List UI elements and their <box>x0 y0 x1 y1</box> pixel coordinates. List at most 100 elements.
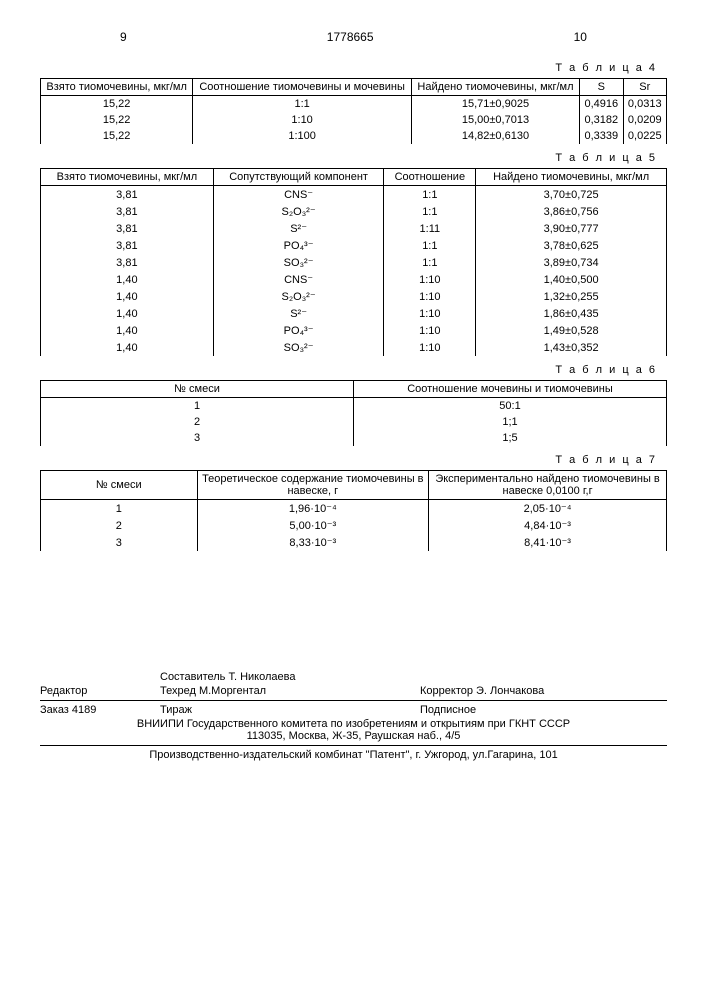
table-row: 3,81S₂O₃²⁻1:13,86±0,756 <box>41 203 667 220</box>
org1: ВНИИПИ Государственного комитета по изоб… <box>40 718 667 730</box>
t5-cell: 3,89±0,734 <box>476 254 667 271</box>
t6-cell: 2 <box>41 414 354 430</box>
t5-cell: 1:10 <box>384 288 476 305</box>
table-row: 1,40PO₄³⁻1:101,49±0,528 <box>41 322 667 339</box>
table-5: Взято тиомочевины, мкг/мл Сопутствующий … <box>40 168 667 356</box>
org2: 113035, Москва, Ж-35, Раушская наб., 4/5 <box>40 730 667 742</box>
table-row: 3,81S²⁻1:113,90±0,777 <box>41 220 667 237</box>
t5-cell: 1:10 <box>384 271 476 288</box>
t7-cell: 8,33·10⁻³ <box>197 534 429 551</box>
t5-cell: S₂O₃²⁻ <box>213 288 384 305</box>
t5-cell: CNS⁻ <box>213 186 384 204</box>
t4-cell: 15,22 <box>41 96 193 113</box>
t7-cell: 1 <box>41 500 198 518</box>
t4-cell: 15,71±0,9025 <box>411 96 579 113</box>
t5-cell: S²⁻ <box>213 220 384 237</box>
t4-cell: 1:10 <box>193 112 412 128</box>
t5-cell: CNS⁻ <box>213 271 384 288</box>
caption-table-4: Т а б л и ц а 4 <box>40 62 657 74</box>
t5-cell: 1:10 <box>384 339 476 356</box>
t7-cell: 5,00·10⁻³ <box>197 517 429 534</box>
t6-cell: 1;5 <box>354 430 667 446</box>
t5-cell: 1,49±0,528 <box>476 322 667 339</box>
table-row: 3,81CNS⁻1:13,70±0,725 <box>41 186 667 204</box>
t4-cell: 0,4916 <box>580 96 623 113</box>
page-center: 1778665 <box>327 30 374 44</box>
t4-h0: Взято тиомочевины, мкг/мл <box>41 79 193 96</box>
podpisnoe: Подписное <box>420 704 667 716</box>
table-4: Взято тиомочевины, мкг/мл Соотношение ти… <box>40 78 667 144</box>
t5-cell: SO₃²⁻ <box>213 254 384 271</box>
t5-cell: 1,40 <box>41 339 214 356</box>
credits-block: Составитель Т. Николаева Редактор Техред… <box>40 671 667 761</box>
table-row: 38,33·10⁻³8,41·10⁻³ <box>41 534 667 551</box>
t7-cell: 1,96·10⁻⁴ <box>197 500 429 518</box>
table-row: 1,40SO₃²⁻1:101,43±0,352 <box>41 339 667 356</box>
t4-cell: 15,22 <box>41 128 193 144</box>
t4-cell: 15,00±0,7013 <box>411 112 579 128</box>
t5-cell: PO₄³⁻ <box>213 237 384 254</box>
t4-cell: 1:100 <box>193 128 412 144</box>
caption-table-6: Т а б л и ц а 6 <box>40 364 657 376</box>
divider <box>40 700 667 701</box>
t7-h2: Экспериментально найдено тиомочевины в н… <box>429 471 667 500</box>
table-row: 1,40CNS⁻1:101,40±0,500 <box>41 271 667 288</box>
t6-cell: 3 <box>41 430 354 446</box>
t5-h1: Сопутствующий компонент <box>213 169 384 186</box>
t5-cell: 1:11 <box>384 220 476 237</box>
table-row: 25,00·10⁻³4,84·10⁻³ <box>41 517 667 534</box>
t5-cell: 3,78±0,625 <box>476 237 667 254</box>
table-row: 3,81PO₄³⁻1:13,78±0,625 <box>41 237 667 254</box>
table-row: 11,96·10⁻⁴2,05·10⁻⁴ <box>41 500 667 518</box>
t5-cell: 1:1 <box>384 186 476 204</box>
t4-cell: 0,3339 <box>580 128 623 144</box>
t5-cell: 1:10 <box>384 322 476 339</box>
t5-h0: Взято тиомочевины, мкг/мл <box>41 169 214 186</box>
korrektor: Корректор Э. Лончакова <box>420 685 667 697</box>
t5-cell: 1:10 <box>384 305 476 322</box>
t5-cell: 3,81 <box>41 186 214 204</box>
table-row: 15,221:1015,00±0,70130,31820,0209 <box>41 112 667 128</box>
zakaz: Заказ 4189 <box>40 704 160 716</box>
t6-cell: 1 <box>41 398 354 415</box>
t5-cell: 1,43±0,352 <box>476 339 667 356</box>
t5-cell: 1,40±0,500 <box>476 271 667 288</box>
t5-h2: Соотношение <box>384 169 476 186</box>
t7-cell: 8,41·10⁻³ <box>429 534 667 551</box>
t4-cell: 1:1 <box>193 96 412 113</box>
t6-cell: 50:1 <box>354 398 667 415</box>
t4-cell: 0,0225 <box>623 128 666 144</box>
t6-h1: Соотношение мочевины и тиомочевины <box>354 381 667 398</box>
t7-cell: 4,84·10⁻³ <box>429 517 667 534</box>
t7-cell: 2 <box>41 517 198 534</box>
t7-h1: Теоретическое содержание тиомочевины в н… <box>197 471 429 500</box>
redaktor-label: Редактор <box>40 685 160 697</box>
table-row: 31;5 <box>41 430 667 446</box>
t5-cell: 1,40 <box>41 305 214 322</box>
t5-h3: Найдено тиомочевины, мкг/мл <box>476 169 667 186</box>
t5-cell: 1,86±0,435 <box>476 305 667 322</box>
table-row: 15,221:10014,82±0,61300,33390,0225 <box>41 128 667 144</box>
t5-cell: 1:1 <box>384 203 476 220</box>
sostavitel: Составитель Т. Николаева <box>160 671 420 683</box>
tehred: Техред М.Моргентал <box>160 685 420 697</box>
t4-cell: 0,3182 <box>580 112 623 128</box>
table-row: 15,221:115,71±0,90250,49160,0313 <box>41 96 667 113</box>
t5-cell: SO₃²⁻ <box>213 339 384 356</box>
t5-cell: 1,40 <box>41 322 214 339</box>
t4-cell: 0,0313 <box>623 96 666 113</box>
t5-cell: 1,40 <box>41 288 214 305</box>
page-right: 10 <box>574 30 587 44</box>
t7-cell: 3 <box>41 534 198 551</box>
table-row: 150:1 <box>41 398 667 415</box>
caption-table-7: Т а б л и ц а 7 <box>40 454 657 466</box>
org3: Производственно-издательский комбинат "П… <box>40 749 667 761</box>
t4-cell: 0,0209 <box>623 112 666 128</box>
page-left: 9 <box>120 30 127 44</box>
t4-h2: Найдено тиомочевины, мкг/мл <box>411 79 579 96</box>
t6-h0: № смеси <box>41 381 354 398</box>
t4-h1: Соотношение тиомочевины и мочевины <box>193 79 412 96</box>
t6-cell: 1;1 <box>354 414 667 430</box>
table-row: 3,81SO₃²⁻1:13,89±0,734 <box>41 254 667 271</box>
t4-cell: 14,82±0,6130 <box>411 128 579 144</box>
